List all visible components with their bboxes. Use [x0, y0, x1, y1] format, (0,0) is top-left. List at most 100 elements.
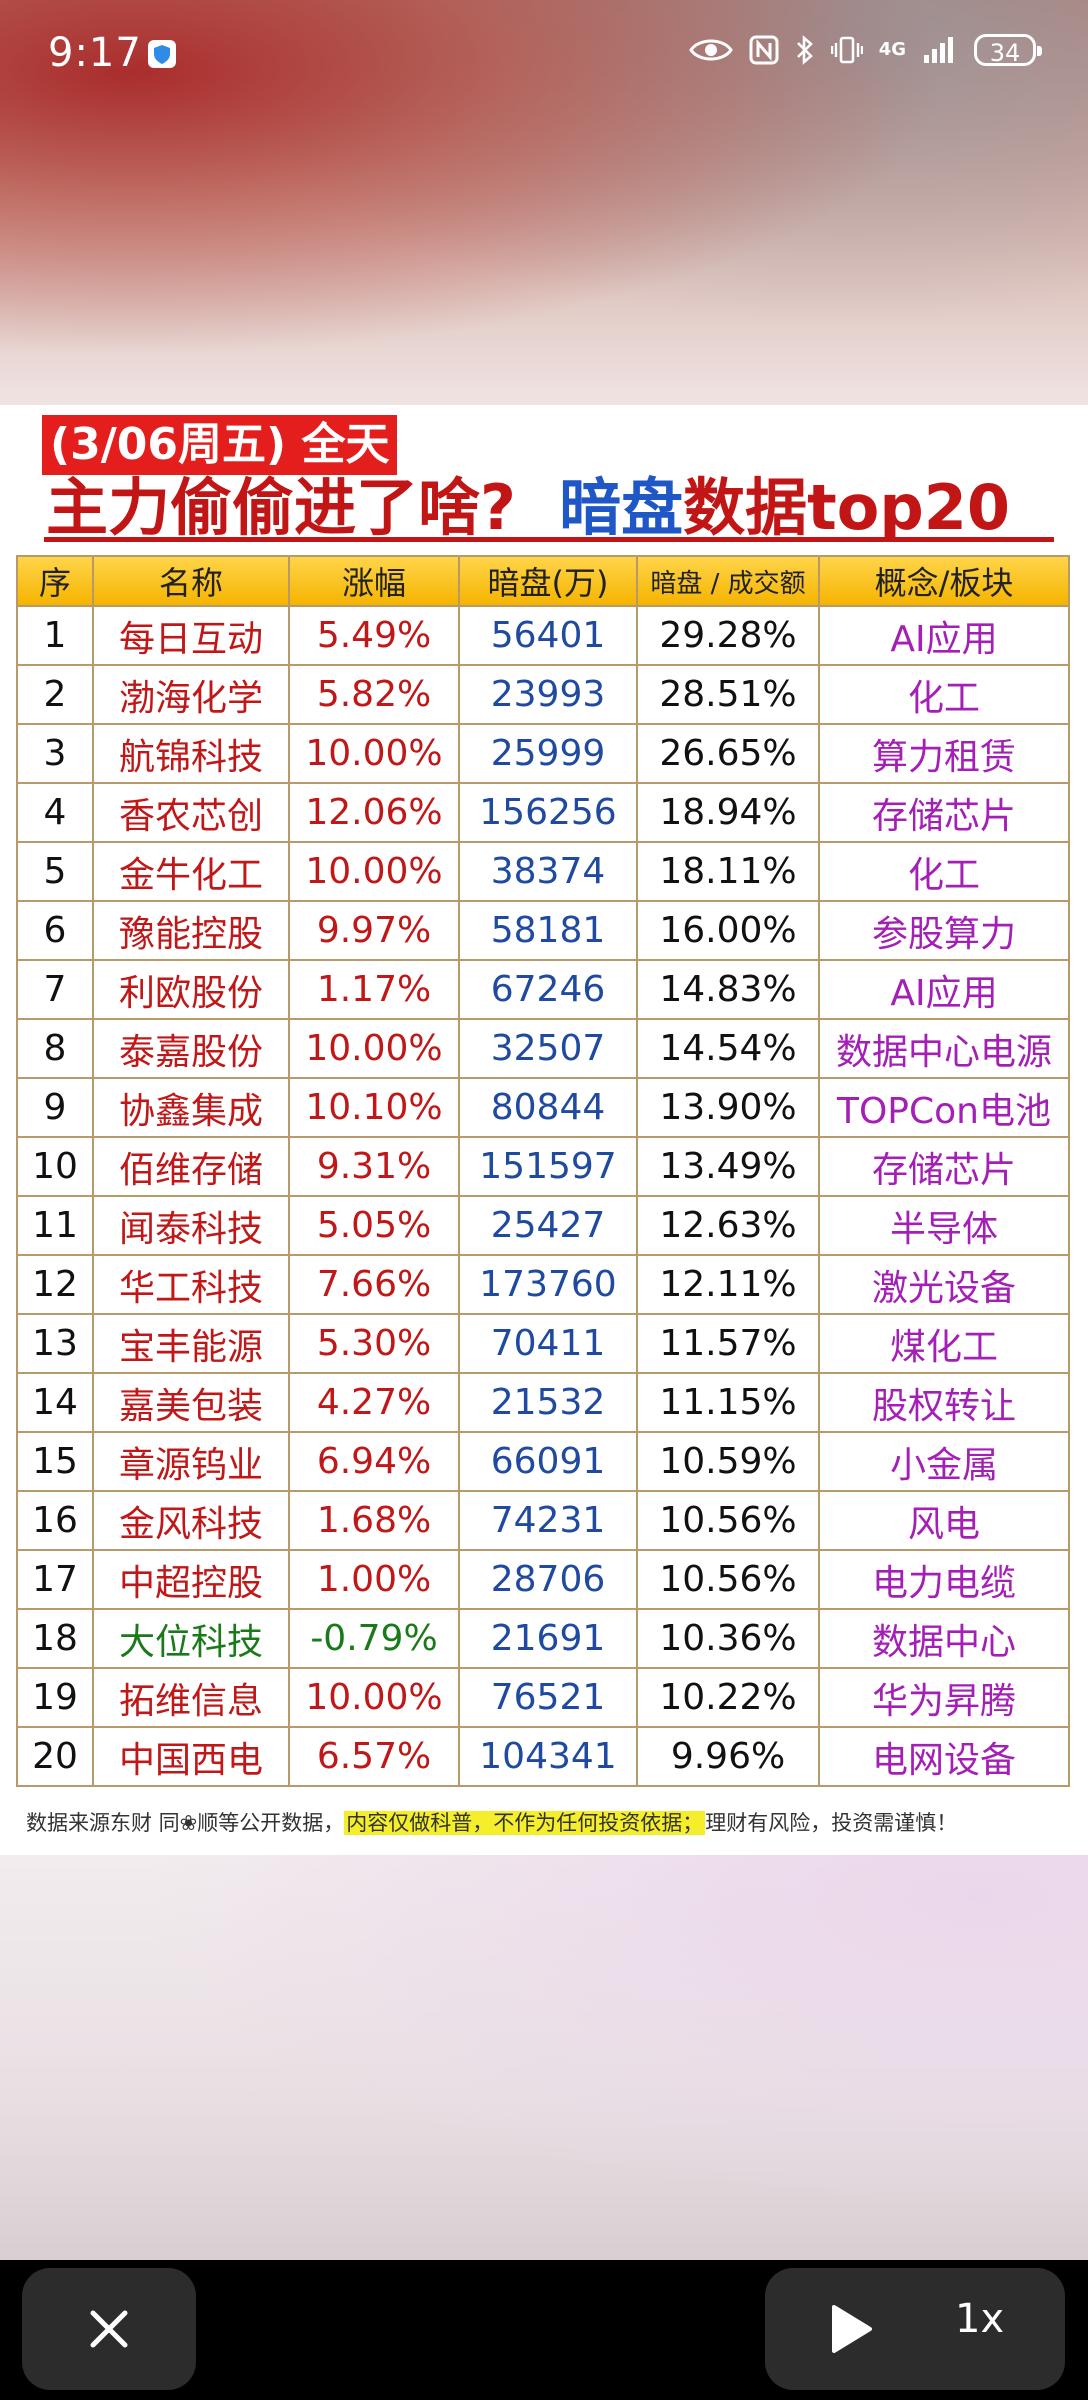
price-change: 5.30%: [288, 1313, 460, 1374]
concept-sector: AI应用: [818, 605, 1070, 666]
stock-name: 渤海化学: [92, 664, 290, 725]
table-row: 19 拓维信息 10.00% 76521 10.22% 华为昇腾: [16, 1667, 1070, 1728]
table-row: 20 中国西电 6.57% 104341 9.96% 电网设备: [16, 1726, 1070, 1787]
table-row: 4 香农芯创 12.06% 156256 18.94% 存储芯片: [16, 782, 1070, 843]
row-index: 6: [16, 900, 94, 961]
column-header-concept: 概念/板块: [818, 555, 1070, 607]
price-change: 9.31%: [288, 1136, 460, 1197]
disclaimer-source: 数据来源东财 同❀顺等公开数据，: [26, 1811, 345, 1835]
row-index: 15: [16, 1431, 94, 1492]
row-index: 17: [16, 1549, 94, 1610]
dark-pool-amount: 80844: [458, 1077, 638, 1138]
table-row: 13 宝丰能源 5.30% 70411 11.57% 煤化工: [16, 1313, 1070, 1374]
dark-pool-amount: 25999: [458, 723, 638, 784]
table-row: 1 每日互动 5.49% 56401 29.28% AI应用: [16, 605, 1070, 666]
close-button[interactable]: [22, 2268, 196, 2390]
price-change: 5.82%: [288, 664, 460, 725]
dark-pool-ratio: 9.96%: [636, 1726, 820, 1787]
concept-sector: AI应用: [818, 959, 1070, 1020]
disclaimer-text: 数据来源东财 同❀顺等公开数据，内容仅做科普，不作为任何投资依据；理财有风险，投…: [26, 1807, 957, 1837]
stock-name: 金牛化工: [92, 841, 290, 902]
stock-name: 章源钨业: [92, 1431, 290, 1492]
table-row: 6 豫能控股 9.97% 58181 16.00% 参股算力: [16, 900, 1070, 961]
dark-pool-amount: 38374: [458, 841, 638, 902]
table-row: 5 金牛化工 10.00% 38374 18.11% 化工: [16, 841, 1070, 902]
table-row: 15 章源钨业 6.94% 66091 10.59% 小金属: [16, 1431, 1070, 1492]
row-index: 16: [16, 1490, 94, 1551]
disclaimer-highlight: 内容仅做科普，不作为任何投资依据；: [344, 1811, 706, 1835]
signal-icon: [924, 37, 953, 63]
concept-sector: 化工: [818, 841, 1070, 902]
price-change: 5.05%: [288, 1195, 460, 1256]
stock-name: 航锦科技: [92, 723, 290, 784]
stock-name: 闻泰科技: [92, 1195, 290, 1256]
row-index: 13: [16, 1313, 94, 1374]
row-index: 3: [16, 723, 94, 784]
column-header-dark-pool: 暗盘(万): [458, 555, 638, 607]
price-change: 9.97%: [288, 900, 460, 961]
price-change: 10.00%: [288, 1018, 460, 1079]
concept-sector: 存储芯片: [818, 782, 1070, 843]
column-header-index: 序: [16, 555, 94, 607]
page-title: 主力偷偷进了啥? 暗盘数据top20: [46, 463, 1010, 553]
table-row: 9 协鑫集成 10.10% 80844 13.90% TOPCon电池: [16, 1077, 1070, 1138]
table-row: 16 金风科技 1.68% 74231 10.56% 风电: [16, 1490, 1070, 1551]
concept-sector: 数据中心电源: [818, 1018, 1070, 1079]
concept-sector: 激光设备: [818, 1254, 1070, 1315]
dark-pool-amount: 70411: [458, 1313, 638, 1374]
concept-sector: 风电: [818, 1490, 1070, 1551]
price-change: 10.00%: [288, 841, 460, 902]
table-row: 7 利欧股份 1.17% 67246 14.83% AI应用: [16, 959, 1070, 1020]
row-index: 9: [16, 1077, 94, 1138]
play-button[interactable]: [765, 2268, 1065, 2390]
price-change: 7.66%: [288, 1254, 460, 1315]
dark-pool-ratio: 12.63%: [636, 1195, 820, 1256]
price-change: 6.94%: [288, 1431, 460, 1492]
price-change: -0.79%: [288, 1608, 460, 1669]
stock-name: 豫能控股: [92, 900, 290, 961]
title-underline: [44, 537, 1054, 542]
title-date-tag: (3/06周五) 全天: [42, 415, 398, 475]
title-blue-part: 暗盘: [559, 471, 684, 544]
stock-name: 金风科技: [92, 1490, 290, 1551]
dark-pool-amount: 74231: [458, 1490, 638, 1551]
concept-sector: 存储芯片: [818, 1136, 1070, 1197]
row-index: 7: [16, 959, 94, 1020]
concept-sector: 小金属: [818, 1431, 1070, 1492]
concept-sector: 股权转让: [818, 1372, 1070, 1433]
stock-table-card: (3/06周五) 全天 主力偷偷进了啥? 暗盘数据top20 序 名称 涨幅 暗…: [0, 405, 1088, 1855]
row-index: 10: [16, 1136, 94, 1197]
concept-sector: 算力租赁: [818, 723, 1070, 784]
close-icon: [90, 2310, 128, 2348]
dark-pool-ratio: 29.28%: [636, 605, 820, 666]
price-change: 10.00%: [288, 723, 460, 784]
dark-pool-ratio: 18.11%: [636, 841, 820, 902]
price-change: 1.00%: [288, 1549, 460, 1610]
row-index: 20: [16, 1726, 94, 1787]
playback-speed[interactable]: 1x: [955, 2296, 1005, 2342]
stock-name: 华工科技: [92, 1254, 290, 1315]
dark-pool-amount: 156256: [458, 782, 638, 843]
dark-pool-amount: 66091: [458, 1431, 638, 1492]
dark-pool-ratio: 12.11%: [636, 1254, 820, 1315]
concept-sector: 电网设备: [818, 1726, 1070, 1787]
row-index: 4: [16, 782, 94, 843]
status-time: 9:17: [48, 30, 142, 76]
dark-pool-amount: 23993: [458, 664, 638, 725]
dark-pool-amount: 67246: [458, 959, 638, 1020]
dark-pool-ratio: 10.56%: [636, 1549, 820, 1610]
row-index: 1: [16, 605, 94, 666]
row-index: 12: [16, 1254, 94, 1315]
price-change: 12.06%: [288, 782, 460, 843]
row-index: 2: [16, 664, 94, 725]
concept-sector: 化工: [818, 664, 1070, 725]
dark-pool-ratio: 11.15%: [636, 1372, 820, 1433]
dark-pool-amount: 76521: [458, 1667, 638, 1728]
network-type: 4G: [878, 39, 906, 60]
row-index: 11: [16, 1195, 94, 1256]
stock-name: 中国西电: [92, 1726, 290, 1787]
battery-indicator: 34: [974, 34, 1042, 67]
table-row: 2 渤海化学 5.82% 23993 28.51% 化工: [16, 664, 1070, 725]
eye-icon: [688, 39, 733, 61]
dark-pool-ratio: 11.57%: [636, 1313, 820, 1374]
